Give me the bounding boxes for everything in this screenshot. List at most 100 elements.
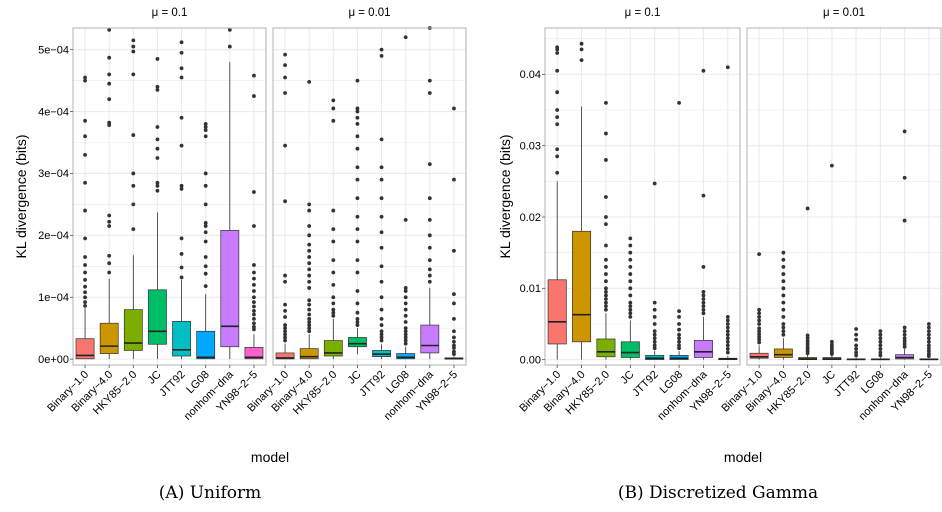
outlier-point xyxy=(252,321,256,326)
outlier-point xyxy=(677,322,681,326)
outlier-point xyxy=(403,332,408,337)
outlier-point xyxy=(283,63,287,68)
outlier-point xyxy=(604,286,608,291)
outlier-point xyxy=(781,314,786,319)
outlier-point xyxy=(677,309,681,314)
outlier-point xyxy=(252,94,256,98)
outlier-point xyxy=(604,300,608,305)
outlier-point xyxy=(307,273,312,278)
outlier-point xyxy=(283,75,287,80)
outlier-point xyxy=(805,344,810,349)
outlier-point xyxy=(283,326,287,331)
outlier-point xyxy=(252,312,256,317)
outlier-point xyxy=(452,329,456,334)
outlier-point xyxy=(307,255,312,259)
y-tick-label: 0.04 xyxy=(520,69,541,81)
outlier-point xyxy=(878,343,883,348)
outlier-point xyxy=(757,252,762,256)
y-tick-label: 0e+00 xyxy=(38,354,69,366)
outlier-point xyxy=(379,335,384,340)
outlier-point xyxy=(283,302,287,307)
outlier-point xyxy=(427,267,432,272)
outlier-point xyxy=(677,343,681,348)
outlier-point xyxy=(555,115,560,120)
box-JTT92 xyxy=(846,327,866,361)
outlier-point xyxy=(379,307,384,312)
outlier-point xyxy=(131,44,136,49)
box-Binary−1.0 xyxy=(75,75,95,360)
outlier-point xyxy=(331,282,336,287)
outlier-point xyxy=(107,253,112,258)
box-Binary−4.0 xyxy=(99,27,119,360)
y-tick-label: 1e−04 xyxy=(38,292,69,304)
outlier-point xyxy=(701,311,706,316)
outlier-point xyxy=(677,332,681,337)
outlier-point xyxy=(203,183,208,188)
y-tick-label: 2e−04 xyxy=(38,230,69,242)
outlier-point xyxy=(355,239,360,244)
outlier-point xyxy=(555,51,560,55)
outlier-point xyxy=(725,343,730,348)
outlier-point xyxy=(604,222,608,227)
outlier-point xyxy=(155,180,160,185)
outlier-point xyxy=(379,264,384,269)
box-iqr xyxy=(196,330,216,360)
box-nonhom−dna xyxy=(693,68,713,360)
outlier-point xyxy=(227,27,232,32)
outlier-point xyxy=(403,338,408,343)
outlier-point xyxy=(283,279,287,284)
outlier-point xyxy=(227,44,232,49)
outlier-point xyxy=(179,265,184,270)
outlier-point xyxy=(283,338,287,343)
outlier-point xyxy=(331,270,336,275)
outlier-point xyxy=(83,255,87,259)
outlier-point xyxy=(725,314,730,319)
outlier-point xyxy=(252,295,256,300)
outlier-point xyxy=(604,297,608,301)
outlier-point xyxy=(579,41,584,46)
outlier-point xyxy=(107,224,112,228)
outlier-point xyxy=(725,347,730,351)
outlier-point xyxy=(307,286,312,290)
box-iqr xyxy=(75,338,95,360)
box-HKY85−2.0 xyxy=(798,206,818,361)
outlier-point xyxy=(131,183,136,188)
outlier-point xyxy=(379,316,384,321)
outlier-point xyxy=(757,340,762,345)
outlier-point xyxy=(379,245,384,250)
outlier-point xyxy=(725,339,730,344)
outlier-point xyxy=(926,336,931,341)
outlier-point xyxy=(203,122,208,126)
outlier-point xyxy=(677,327,681,332)
outlier-point xyxy=(652,300,657,305)
outlier-point xyxy=(307,248,312,253)
box-iqr xyxy=(572,230,592,343)
outlier-point xyxy=(677,339,681,344)
outlier-point xyxy=(203,202,208,207)
outlier-point xyxy=(805,206,810,211)
outlier-point xyxy=(403,301,408,306)
x-axis-label: model xyxy=(724,449,762,465)
outlier-point xyxy=(701,68,706,73)
outlier-point xyxy=(252,308,256,313)
outlier-point xyxy=(355,270,360,275)
outlier-point xyxy=(179,115,184,120)
outlier-point xyxy=(427,245,432,250)
outlier-point xyxy=(701,265,706,269)
outlier-point xyxy=(307,79,312,84)
outlier-point xyxy=(604,243,608,248)
outlier-point xyxy=(427,78,432,83)
outlier-point xyxy=(926,329,931,334)
outlier-point xyxy=(403,320,408,324)
outlier-point xyxy=(805,342,810,346)
outlier-point xyxy=(902,175,907,180)
outlier-point xyxy=(427,258,432,262)
strip-label: μ = 0.01 xyxy=(823,7,865,19)
outlier-point xyxy=(107,72,112,77)
outlier-point xyxy=(252,325,256,329)
outlier-point xyxy=(757,332,762,336)
outlier-point xyxy=(379,295,384,300)
outlier-point xyxy=(701,307,706,312)
outlier-point xyxy=(203,271,208,276)
